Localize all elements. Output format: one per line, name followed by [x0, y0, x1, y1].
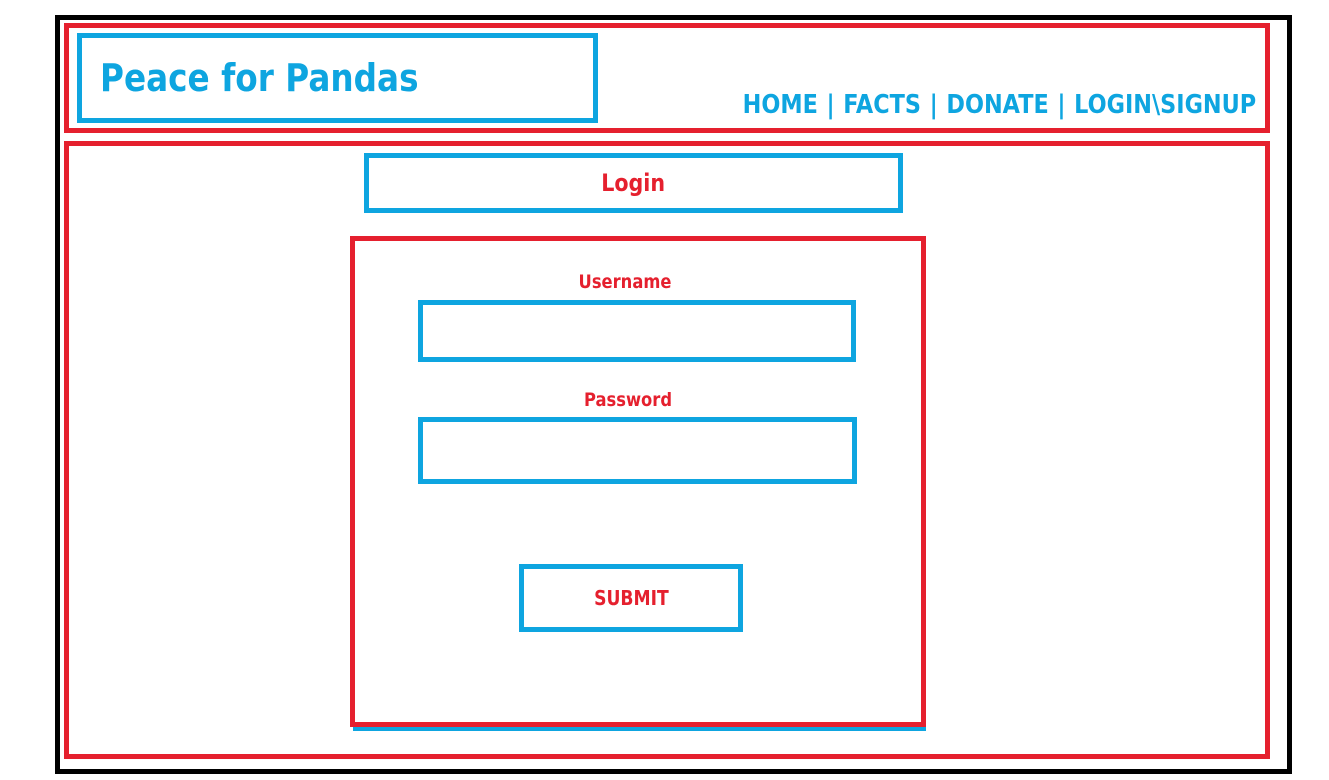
nav-link-home[interactable]: HOME	[742, 90, 818, 120]
submit-button[interactable]: SUBMIT	[519, 564, 743, 632]
login-form	[350, 236, 926, 727]
nav-link-login-signup[interactable]: LOGIN\SIGNUP	[1073, 90, 1256, 120]
site-header	[64, 23, 1270, 133]
password-label: Password	[583, 389, 673, 411]
site-title: Peace for Pandas	[100, 56, 419, 100]
nav-link-donate[interactable]: DONATE	[946, 90, 1049, 120]
nav-separator: |	[1057, 90, 1066, 120]
main-nav: HOME | FACTS | DONATE | LOGIN\SIGNUP	[742, 90, 1256, 120]
page-title-box: Login	[364, 153, 903, 213]
logo-box[interactable]: Peace for Pandas	[77, 33, 598, 123]
nav-separator: |	[929, 90, 938, 120]
username-label: Username	[578, 271, 672, 293]
page-title: Login	[601, 169, 666, 197]
submit-button-label: SUBMIT	[593, 586, 669, 610]
main-content	[64, 141, 1270, 759]
username-input[interactable]	[418, 300, 856, 362]
nav-link-facts[interactable]: FACTS	[843, 90, 921, 120]
password-input[interactable]	[418, 417, 857, 484]
nav-separator: |	[826, 90, 835, 120]
